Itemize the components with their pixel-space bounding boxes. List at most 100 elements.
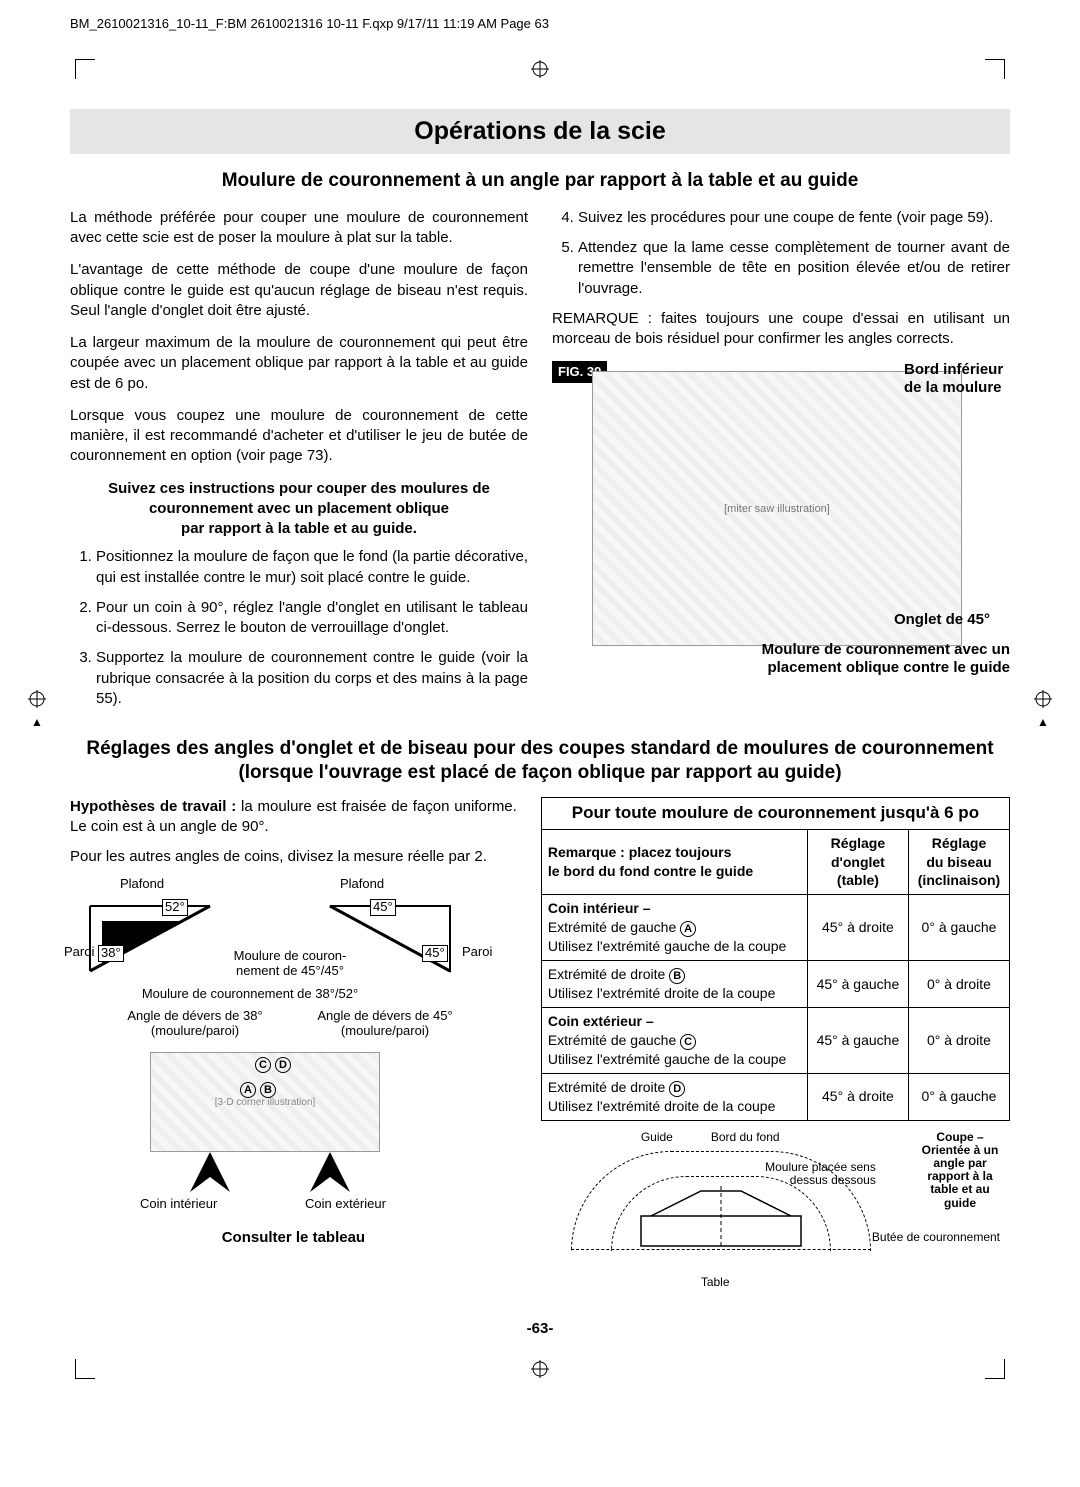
table-row: Extrémité de droite DUtilisez l'extrémit…: [541, 1073, 1009, 1120]
instr-line: par rapport à la table et au guide.: [181, 520, 417, 537]
crop-mark-bl: [75, 1359, 95, 1379]
l: Angle de dévers de 38°: [127, 1008, 262, 1023]
registration-mark-left: ▲: [28, 690, 46, 730]
page-title-banner: Opérations de la scie: [70, 109, 1010, 155]
label-mc4545: Moulure de couron­nement de 45°/45°: [220, 949, 360, 978]
angle-38: 38°: [98, 945, 124, 961]
baseline: [571, 1249, 871, 1250]
row-desc: Coin intérieur –Extrémité de gauche AUti…: [541, 895, 807, 961]
l: (moulure/paroi): [341, 1023, 429, 1038]
l: (inclinaison): [918, 872, 1000, 888]
row-miter: 45° à droite: [807, 895, 908, 961]
label-coupe: Coupe – Orientée à un angle par rapport …: [910, 1131, 1010, 1210]
row-miter: 45° à gauche: [807, 1007, 908, 1073]
row-miter: 45° à droite: [807, 1073, 908, 1120]
angle-settings-table: Pour toute moulure de couronnement jusqu…: [541, 797, 1010, 1121]
l: Angle de dévers de 45°: [317, 1008, 452, 1023]
guide-shape: [636, 1186, 806, 1251]
annot-mid: Onglet de 45°: [894, 611, 990, 628]
para: L'avantage de cette méthode de coupe d'u…: [70, 260, 528, 321]
crop-mark-br: [985, 1359, 1005, 1379]
miter-saw-illustration: [miter saw illustration]: [592, 371, 962, 646]
registration-mark-bottom: [531, 1360, 549, 1378]
th-miter: Réglage d'onglet (table): [807, 829, 908, 895]
table-caption: Pour toute moulure de couronnement jusqu…: [541, 797, 1009, 829]
label-butee: Butée de couronnement: [872, 1231, 1000, 1244]
label-paroi: Paroi: [64, 945, 94, 959]
figure-39: FIG. 39 [miter saw illustration] Bord in…: [552, 361, 1010, 691]
right-column-2: Pour toute moulure de couronnement jusqu…: [541, 797, 1010, 1301]
para: La méthode préférée pour couper une moul…: [70, 208, 528, 249]
step: Pour un coin à 90°, réglez l'angle d'ong…: [96, 598, 528, 639]
annot-line: placement oblique contre le guide: [767, 659, 1010, 676]
label-devers45: Angle de dévers de 45° (moulure/paroi): [300, 1009, 470, 1038]
label-plafond: Plafond: [340, 877, 384, 891]
label-table: Table: [701, 1276, 730, 1289]
l: du biseau: [926, 854, 991, 870]
left-column-2: Hypothèses de travail : la moulure est f…: [70, 797, 517, 1301]
instr-line: couronnement avec un placement oblique: [149, 500, 449, 517]
instructions-heading: Suivez ces instructions pour couper des …: [70, 479, 528, 540]
annot-top: Bord inférieur de la moulure: [904, 361, 1014, 396]
label-mc3852: Moulure de couronnement de 38°/52°: [120, 987, 380, 1001]
step: Attendez que la lame cesse complètement …: [578, 238, 1010, 299]
hypothesis: Hypothèses de travail : la moulure est f…: [70, 797, 517, 838]
table-row: Extrémité de droite BUtilisez l'extrémit…: [541, 961, 1009, 1008]
l: d'onglet: [831, 854, 885, 870]
th-bevel: Réglage du biseau (inclinaison): [909, 829, 1010, 895]
left-column: La méthode préférée pour couper une moul…: [70, 208, 528, 719]
row-desc: Extrémité de droite DUtilisez l'extrémit…: [541, 1073, 807, 1120]
row-desc: Extrémité de droite BUtilisez l'extrémit…: [541, 961, 807, 1008]
l: (moulure/paroi): [151, 1023, 239, 1038]
annot-line: Moulure de couronnement avec un: [762, 641, 1010, 658]
remark: REMARQUE : faites toujours une coupe d'e…: [552, 309, 1010, 350]
l: Orientée à un: [922, 1143, 999, 1157]
crop-marks-bottom: [70, 1339, 1010, 1399]
row-desc: Coin extérieur –Extrémité de gauche CUti…: [541, 1007, 807, 1073]
l: rapport à la: [927, 1169, 992, 1183]
step: Suivez les procédures pour une coupe de …: [578, 208, 1010, 228]
page-number: -63-: [70, 1319, 1010, 1339]
row-bevel: 0° à gauche: [909, 1073, 1010, 1120]
th-note: Remarque : placez toujours le bord du fo…: [541, 829, 807, 895]
l: (table): [837, 872, 879, 888]
row-miter: 45° à gauche: [807, 961, 908, 1008]
crop-mark-tr: [985, 59, 1005, 79]
crop-mark-tl: [75, 59, 95, 79]
row-bevel: 0° à gauche: [909, 895, 1010, 961]
l: Réglage: [932, 835, 986, 851]
label-devers38: Angle de dévers de 38° (moulure/paroi): [110, 1009, 280, 1038]
consult-table: Consulter le tableau: [70, 1228, 517, 1248]
label-coin-int: Coin intérieur: [140, 1197, 217, 1211]
l: table et au: [930, 1182, 989, 1196]
label-paroi: Paroi: [462, 945, 492, 959]
print-header: BM_2610021316_10-11_F:BM 2610021316 10-1…: [70, 15, 1010, 39]
label-coin-ext: Coin extérieur: [305, 1197, 386, 1211]
crown-angle-diagram: Plafond Plafond 52° 45° 38° 45° Paroi: [70, 877, 517, 1257]
table-row: Coin intérieur –Extrémité de gauche AUti…: [541, 895, 1009, 961]
registration-mark-top: [531, 60, 549, 78]
section-subheading: Moulure de couronnement à un angle par r…: [70, 168, 1010, 194]
l: Remarque : placez toujours: [548, 844, 732, 860]
label-guide: Guide: [641, 1131, 673, 1144]
label-bord: Bord du fond: [711, 1131, 780, 1144]
angle-45: 45°: [370, 899, 396, 915]
guide-diagram: Guide Bord du fond Moulure placée sens d…: [541, 1131, 1010, 1301]
section2-heading: Réglages des angles d'onglet et de bisea…: [70, 737, 1010, 785]
row-bevel: 0° à droite: [909, 961, 1010, 1008]
row-bevel: 0° à droite: [909, 1007, 1010, 1073]
table-row: Coin extérieur –Extrémité de gauche CUti…: [541, 1007, 1009, 1073]
angle-45: 45°: [422, 945, 448, 961]
label-plafond: Plafond: [120, 877, 164, 891]
step: Positionnez la moulure de façon que le f…: [96, 547, 528, 588]
para: La largeur maximum de la moulure de cour…: [70, 333, 528, 394]
annot-bottom: Moulure de couronnement avec un placemen…: [762, 641, 1010, 676]
instr-line: Suivez ces instructions pour couper des …: [108, 480, 490, 497]
hypoth-label: Hypothèses de travail :: [70, 798, 236, 815]
right-column: Suivez les procédures pour une coupe de …: [552, 208, 1010, 719]
steps-list-right: Suivez les procédures pour une coupe de …: [552, 208, 1010, 299]
l: Réglage: [831, 835, 885, 851]
angle-52: 52°: [162, 899, 188, 915]
steps-list-left: Positionnez la moulure de façon que le f…: [70, 547, 528, 709]
step: Supportez la moulure de couronnement con…: [96, 648, 528, 709]
